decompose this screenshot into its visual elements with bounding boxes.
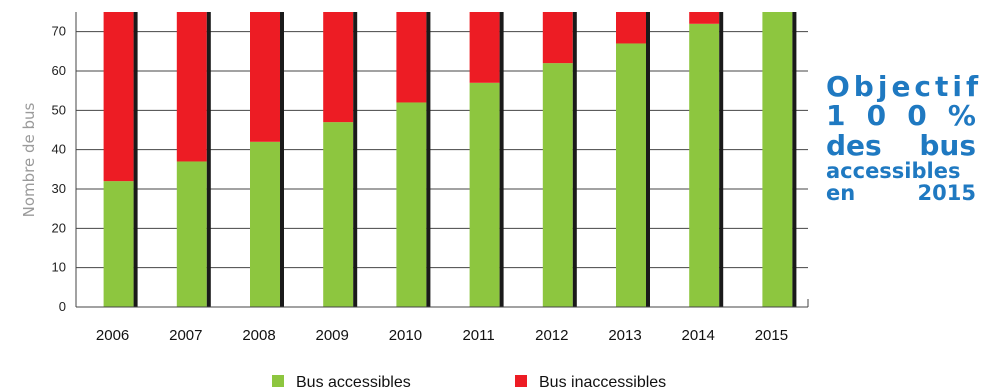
bar-shadow [499, 12, 504, 307]
objective-char: % [947, 99, 976, 133]
bar-segment [689, 12, 720, 24]
objective-word: en [826, 181, 856, 206]
objective-word: bus [919, 128, 976, 162]
bars [103, 12, 797, 308]
objective-char: 0 [907, 99, 927, 133]
x-tick-label: 2010 [389, 327, 422, 344]
objective-line-4: accessibles [826, 160, 976, 182]
bar-segment [469, 12, 500, 83]
bar-shadow [646, 12, 650, 307]
bar-shadow [792, 12, 797, 307]
y-tick-label: 20 [52, 220, 66, 235]
bar-segment [396, 12, 427, 103]
objective-line-2: 1 0 0 % [826, 99, 976, 133]
bar-segment [616, 43, 646, 307]
x-tick-label: 2012 [535, 327, 568, 344]
bar-segment [542, 63, 573, 308]
axes [75, 12, 809, 308]
objective-line-1: Objectif [826, 72, 978, 102]
x-tick-label: 2013 [608, 327, 641, 344]
bar-segment [323, 12, 354, 123]
x-tick-label: 2011 [462, 327, 494, 344]
bar-segment [250, 12, 280, 142]
objective-word: accessibles [826, 159, 961, 184]
y-tick-label: 40 [52, 142, 66, 157]
bar-segment [323, 122, 354, 307]
bar-segment [250, 141, 280, 307]
bar-shadow [719, 12, 724, 307]
objective-word: 2015 [917, 181, 976, 206]
bar-segment [542, 12, 573, 64]
x-tick-label: 2008 [242, 327, 275, 344]
objective-word: des [826, 128, 882, 162]
bar-shadow [280, 12, 284, 307]
bar-segment [616, 12, 646, 44]
legend-swatch [272, 375, 284, 387]
bar-segment [762, 12, 793, 307]
bar-segment [469, 82, 500, 307]
x-tick-label: 2006 [96, 327, 129, 344]
legend-label: Bus inaccessibles [539, 374, 666, 391]
objective-word: Objectif [826, 70, 983, 103]
y-tick-label: 30 [52, 181, 66, 196]
bar-shadow [206, 12, 211, 307]
objective-line-5: en 2015 [826, 182, 976, 204]
bar-segment [103, 12, 134, 182]
legend-label: Bus accessibles [296, 374, 411, 391]
objective-char: 0 [866, 99, 887, 133]
bar-segment [103, 181, 134, 307]
objective-line-3: des bus [826, 128, 976, 162]
y-tick-labels: 0 10 20 30 40 50 60 70 [52, 24, 66, 314]
legend: Bus accessibles Bus inaccessibles [272, 374, 666, 391]
x-tick-label: 2007 [169, 327, 202, 344]
y-tick-label: 60 [52, 63, 66, 78]
bar-shadow [426, 12, 431, 307]
bar-segment [689, 23, 720, 308]
y-tick-label: 0 [59, 299, 66, 314]
objective-callout: Objectif 1 0 0 % des bus accessibles en … [826, 72, 978, 205]
bar-shadow [572, 12, 577, 307]
x-tick-label: 2015 [755, 327, 788, 344]
bar-segment [176, 161, 207, 307]
y-tick-label: 70 [52, 24, 66, 39]
bar-shadow [353, 12, 358, 307]
legend-swatch [515, 375, 527, 387]
objective-char: 1 [826, 99, 846, 133]
x-tick-label: 2009 [316, 327, 349, 344]
bar-segment [176, 12, 207, 162]
y-tick-label: 10 [52, 260, 66, 275]
bar-shadow [133, 12, 138, 307]
x-tick-labels: 2006 2007 2008 2009 2010 2011 2012 2013 2014 2015 [96, 327, 788, 344]
bar-segment [396, 102, 427, 307]
y-axis-label: Nombre de bus [20, 102, 38, 217]
y-tick-label: 50 [52, 102, 66, 117]
x-tick-label: 2014 [682, 327, 715, 344]
